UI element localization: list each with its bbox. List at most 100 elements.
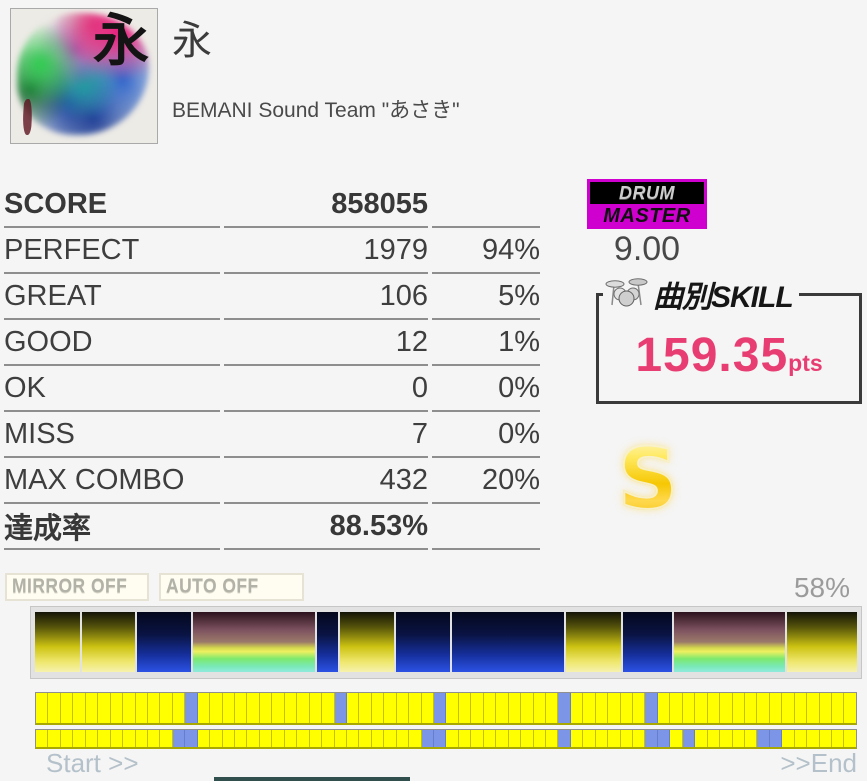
timeline-cell — [309, 693, 323, 723]
timeline-cell — [371, 693, 385, 723]
clear-percent-label: 58% — [793, 572, 850, 603]
timeline-cell — [583, 693, 596, 723]
density-segment-yellow — [339, 612, 394, 672]
timeline-cell — [769, 693, 783, 723]
timeline-cell — [322, 730, 335, 747]
timeline-cell — [135, 730, 148, 747]
rank-badge: S — [598, 429, 698, 529]
timeline-cell — [110, 693, 124, 723]
timeline-cell — [48, 693, 61, 723]
result-value: 0 — [224, 366, 428, 412]
timeline-cell — [794, 693, 808, 723]
density-segment-yellow — [82, 612, 136, 672]
density-segment-blue — [316, 612, 338, 672]
timeline-cell — [832, 693, 845, 723]
timeline-row-1 — [35, 692, 857, 725]
timeline-cell — [247, 730, 260, 747]
watercolor-art — [17, 13, 149, 135]
density-graph — [30, 606, 862, 679]
timeline-cell — [794, 730, 808, 747]
auto-toggle-button[interactable]: AUTO OFF — [159, 573, 304, 601]
result-label: PERFECT — [4, 228, 220, 274]
timeline-cell — [458, 730, 472, 747]
density-segment-blue — [137, 612, 192, 672]
timeline-cell-blue — [558, 730, 571, 747]
result-value: 1979 — [224, 228, 428, 274]
results-table-body: SCORE 858055 PERFECT 1979 94% GREAT 106 5% GOOD 1… — [4, 182, 540, 550]
timeline-cell — [446, 693, 459, 723]
result-row: MAX COMBO 432 20% — [4, 458, 540, 504]
timeline-cell — [284, 730, 298, 747]
mirror-toggle-button[interactable]: MIRROR OFF — [5, 573, 149, 601]
timeline-cell — [160, 693, 173, 723]
timeline-cell — [197, 730, 211, 747]
timeline-cell-blue — [558, 693, 571, 723]
timeline-cell — [421, 693, 434, 723]
timeline-cell — [483, 730, 497, 747]
timeline-cell — [570, 693, 584, 723]
timeline-cell — [782, 730, 795, 747]
timeline-cell — [620, 730, 633, 747]
result-value: 88.53% — [224, 504, 428, 550]
timeline-cell — [85, 730, 99, 747]
timeline-cell — [222, 730, 235, 747]
timeline-cell — [545, 730, 559, 747]
timeline-cell — [732, 693, 745, 723]
timeline-cell — [707, 730, 721, 747]
timeline-cell — [496, 730, 509, 747]
density-segment-blue — [623, 612, 672, 672]
timeline-cell — [633, 693, 646, 723]
timeline-cell — [222, 693, 235, 723]
result-value: 432 — [224, 458, 428, 504]
timeline-cell — [807, 730, 820, 747]
timeline-cell — [657, 693, 671, 723]
badge-drum-label: DRUM — [590, 182, 704, 204]
result-row: GOOD 12 1% — [4, 320, 540, 366]
mirror-toggle-label: MIRROR OFF — [12, 575, 128, 598]
bottom-edge-strip — [214, 777, 410, 781]
result-pct — [432, 182, 540, 228]
timeline-cell — [160, 730, 173, 747]
timeline-cell — [782, 693, 795, 723]
timeline-cell — [384, 730, 397, 747]
timeline-cell-blue — [185, 730, 198, 747]
timeline-cell — [595, 730, 609, 747]
drumkit-icon — [605, 277, 651, 312]
result-value: 7 — [224, 412, 428, 458]
timeline-cell — [819, 693, 832, 723]
density-segment-yellow — [786, 612, 858, 672]
skill-unit: pts — [788, 350, 823, 376]
timeline-cell — [73, 693, 86, 723]
timeline-cell — [471, 693, 484, 723]
timeline-cell — [545, 693, 559, 723]
timeline-cell — [384, 693, 397, 723]
timeline-cell — [197, 693, 211, 723]
timeline-cell — [533, 693, 546, 723]
result-pct: 20% — [432, 458, 540, 504]
album-art-kanji: 永 — [93, 8, 149, 74]
timeline-cell — [483, 693, 497, 723]
timeline-cell-blue — [645, 730, 658, 747]
result-value: 106 — [224, 274, 428, 320]
result-label: SCORE — [4, 182, 220, 228]
timeline-cell — [284, 693, 298, 723]
timeline-cell — [695, 730, 708, 747]
timeline-cell — [844, 693, 856, 723]
timeline-row-2 — [35, 729, 857, 749]
timeline-cell — [123, 693, 136, 723]
result-pct: 0% — [432, 366, 540, 412]
timeline-cell — [570, 730, 584, 747]
timeline-cell — [36, 730, 49, 747]
timeline-cell-blue — [434, 730, 447, 747]
result-pct: 0% — [432, 412, 540, 458]
result-pct — [432, 504, 540, 550]
timeline-cell — [60, 693, 74, 723]
timeline-cell — [496, 693, 509, 723]
timeline-cell — [147, 730, 161, 747]
skill-box: 曲別SKILL 159.35pts — [596, 272, 862, 404]
timeline-cell — [98, 730, 111, 747]
album-art: 永 — [10, 8, 158, 144]
result-row: MISS 7 0% — [4, 412, 540, 458]
timeline-cell — [272, 693, 285, 723]
timeline-cell — [720, 693, 733, 723]
